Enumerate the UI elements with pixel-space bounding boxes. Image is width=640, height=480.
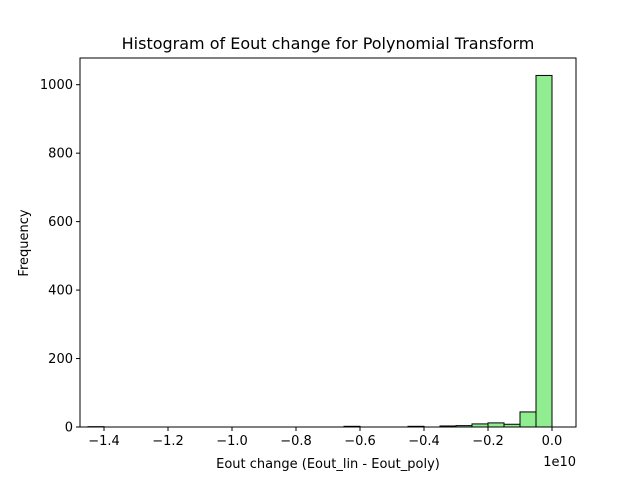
- y-tick-label-3: 600: [48, 215, 73, 230]
- x-tick-label-4: −0.6: [344, 434, 376, 449]
- ticks-layer: −1.4 −1.2 −1.0 −0.8 −0.6 −0.4 −0.2 0.0 0 200 400 60…: [40, 78, 562, 449]
- bars-layer: [87, 74, 553, 428]
- histogram-bar-27: [519, 411, 537, 428]
- x-tick-label-3: −0.8: [280, 434, 312, 449]
- y-tick-label-0: 0: [65, 421, 73, 436]
- y-axis-label: Frequency: [17, 209, 32, 276]
- histogram-bar-28: [535, 74, 553, 428]
- x-tick-label-5: −0.4: [408, 434, 440, 449]
- y-tick-label-1: 200: [48, 352, 73, 367]
- x-tick-label-7: 0.0: [542, 434, 563, 449]
- x-tick-label-0: −1.4: [88, 434, 120, 449]
- x-tick-label-2: −1.0: [216, 434, 248, 449]
- x-axis-label: Eout change (Eout_lin - Eout_poly): [216, 457, 440, 472]
- chart-title: Histogram of Eout change for Polynomial …: [122, 34, 535, 53]
- y-tick-label-2: 400: [48, 284, 73, 299]
- y-tick-label-4: 800: [48, 147, 73, 162]
- x-tick-label-1: −1.2: [152, 434, 184, 449]
- y-tick-label-5: 1000: [40, 78, 73, 93]
- x-tick-label-6: −0.2: [472, 434, 504, 449]
- x-axis-offset-label: 1e10: [543, 455, 576, 470]
- histogram-bar-25: [487, 422, 505, 428]
- plot-frame: [79, 57, 577, 428]
